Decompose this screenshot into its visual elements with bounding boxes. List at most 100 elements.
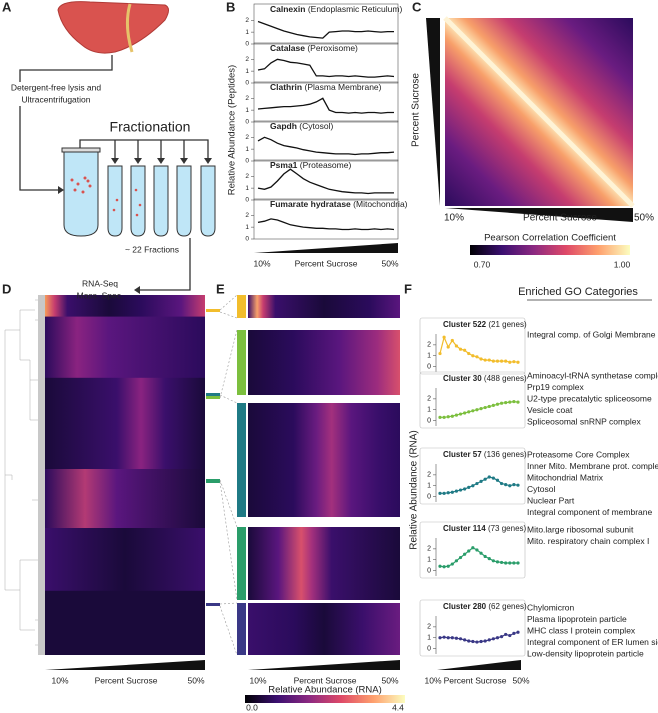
chart-frame [253,3,399,45]
data-point [479,479,483,483]
colorbar-d [245,695,405,703]
y-tick-label: 2 [245,212,249,219]
y-tick-label: 2 [245,173,249,180]
heatmap-e-3 [248,403,400,517]
y-tick-label: 2 [245,95,249,102]
y-tick-label: 1 [245,224,249,231]
y-tick-label: 0 [427,645,431,652]
go-term: Vesicle coat [527,405,573,415]
data-point [508,484,512,488]
data-point [463,638,467,642]
data-line [257,20,394,39]
panel-label: E [216,281,225,296]
data-point [491,476,495,480]
gradient-wedge [437,660,521,670]
y-tick-label: 0 [245,197,249,204]
cluster-title: Cluster 280 (62 genes) [443,602,527,611]
data-point [483,554,487,559]
data-point [516,630,520,634]
data-point [491,637,495,641]
cluster-name: Cluster 280 [443,602,487,611]
data-line [257,136,395,156]
fraction-arrows [79,139,209,158]
cluster-genes: (488 genes) [484,374,527,383]
data-point [495,402,500,406]
x-label: 50% [512,675,529,685]
fractionation-title: Fractionation [110,119,191,135]
data-point [508,561,512,565]
y-tick-label: 2 [427,624,431,631]
x-label: Percent Sucrose [295,258,358,268]
go-term: Spliceosomal snRNP complex [527,416,641,426]
data-point [487,638,491,642]
y-tick-label: 0 [427,493,431,500]
cluster-markers [206,309,220,606]
data-point [491,359,495,363]
cluster-title: Cluster 522 (21 genes) [443,320,527,329]
data-point [475,355,479,359]
x-label: 10% [249,675,266,685]
data-point [491,559,495,563]
tube-particles [70,176,92,194]
data-point [512,360,516,364]
y-tick-label: 1 [245,185,249,192]
heatmap-e-1 [248,295,400,318]
data-point [499,401,504,405]
chart-frame [253,81,399,123]
gradient-wedge [45,660,205,670]
colorbar-tick: 0.70 [474,259,491,269]
colorbar-title: Pearson Correlation Coefficient [484,233,616,244]
tube-particles [112,188,142,217]
data-point [458,412,463,416]
y-tick-label: 1 [245,146,249,153]
lysis-text: Ultracentrifugation [22,94,91,104]
data-point [467,351,471,356]
cluster-name: Cluster 30 [443,374,482,383]
data-point [495,636,500,640]
data-point [442,635,446,639]
y-tick-label: 1 [245,29,249,36]
data-point [499,635,504,639]
data-point [454,636,459,640]
connector-lines [219,294,238,656]
data-point [516,360,520,364]
cluster-frame [419,447,526,505]
arrow [140,238,191,291]
data-point [454,413,459,417]
colorbar-c [470,245,630,255]
panel-label: A [2,0,12,14]
x-label: 10% [253,258,270,268]
data-point [487,557,491,561]
data-point [471,484,475,488]
y-tick-label: 0 [245,41,249,48]
chart-frame [253,198,399,240]
data-point [463,348,467,352]
data-point [499,359,504,363]
gradient-wedge [426,18,440,206]
output-text: Mass. Spec. [77,290,124,300]
data-point [487,404,491,409]
data-point [471,546,475,550]
cluster-bars [237,295,246,655]
data-point [495,478,500,482]
y-tick-label: 2 [245,17,249,24]
data-point [499,481,504,486]
protein-name: Psma1 [270,160,298,170]
y-tick-label: 0 [245,236,249,243]
y-tick-label: 1 [427,353,431,360]
data-point [467,410,471,414]
cluster-frame [419,599,526,657]
data-point [467,549,471,553]
data-point [471,409,475,413]
y-axis-label: Relative Abundance (Peptides) [227,65,238,195]
go-header: Enriched GO Categories [518,286,638,298]
chart-title: Psma1 (Proteasome) [270,160,351,170]
data-point [483,405,487,410]
x-label: Percent Sucrose [523,213,597,224]
data-point [454,344,459,348]
colorbar-tick: 0.0 [246,702,258,712]
go-term: Mito. respiratory chain complex I [527,536,649,546]
data-point [475,481,479,486]
colorbar-tick: 1.00 [614,259,631,269]
